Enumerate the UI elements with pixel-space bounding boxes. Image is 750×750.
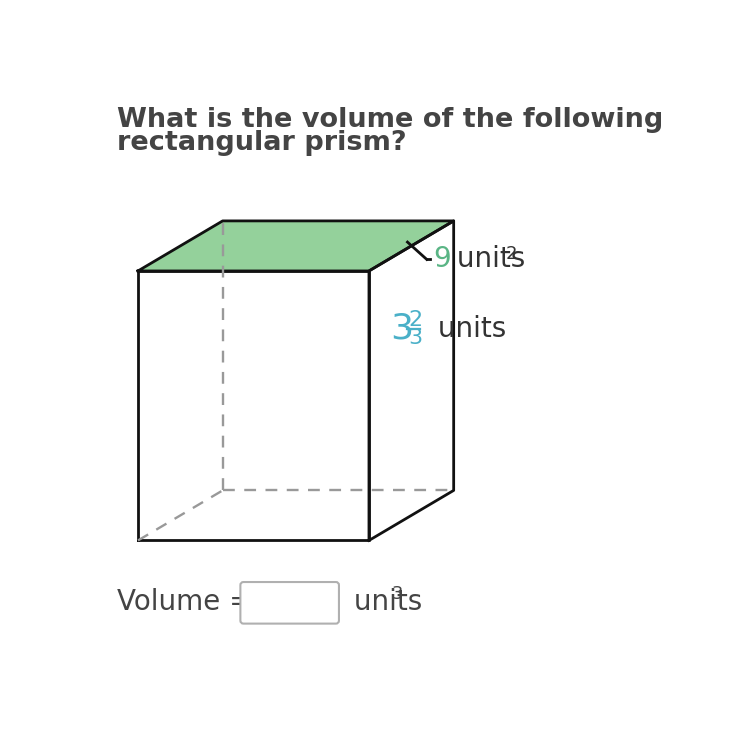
Text: units: units (429, 315, 506, 343)
Text: rectangular prism?: rectangular prism? (117, 130, 406, 156)
Text: units: units (448, 245, 526, 274)
Text: 3: 3 (408, 328, 422, 348)
Text: Volume =: Volume = (117, 588, 262, 616)
Text: 3: 3 (391, 312, 413, 346)
Polygon shape (138, 221, 454, 271)
Polygon shape (369, 221, 454, 541)
FancyBboxPatch shape (241, 582, 339, 623)
Text: What is the volume of the following: What is the volume of the following (117, 107, 664, 133)
Polygon shape (138, 271, 369, 541)
Text: 3: 3 (392, 585, 404, 603)
Text: 9: 9 (433, 245, 451, 274)
Text: 2: 2 (408, 310, 422, 330)
Text: 2: 2 (506, 245, 518, 263)
Text: units: units (345, 588, 422, 616)
